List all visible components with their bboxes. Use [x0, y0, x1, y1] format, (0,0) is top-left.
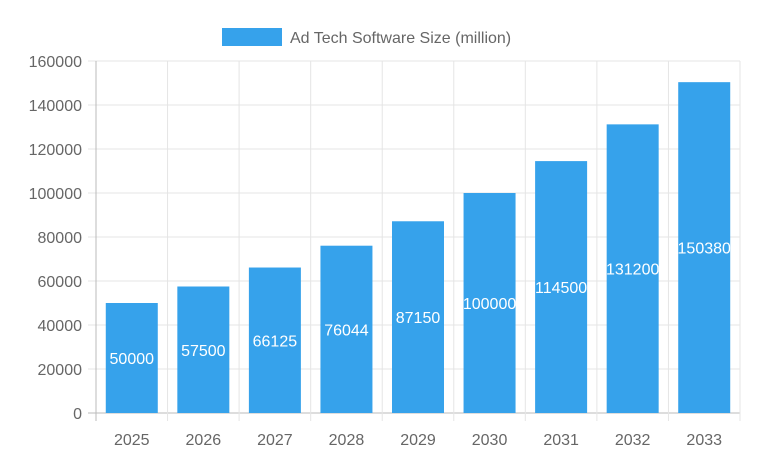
data-label: 100000: [463, 296, 516, 313]
bar-2029[interactable]: [392, 221, 444, 413]
legend-label: Ad Tech Software Size (million): [290, 30, 511, 47]
y-tick-label: 40000: [38, 318, 83, 335]
x-tick-label: 2030: [472, 432, 508, 449]
data-label: 66125: [253, 333, 298, 350]
y-tick-label: 120000: [29, 142, 82, 159]
x-tick-label: 2029: [400, 432, 436, 449]
bar-2033[interactable]: [678, 82, 731, 413]
legend[interactable]: Ad Tech Software Size (million): [222, 28, 511, 47]
data-label: 150380: [678, 241, 731, 258]
y-tick-label: 160000: [29, 54, 82, 71]
x-tick-label: 2028: [329, 432, 365, 449]
y-tick-label: 0: [73, 406, 82, 423]
x-tick-label: 2032: [615, 432, 651, 449]
data-label: 50000: [110, 351, 155, 368]
x-tick-label: 2033: [686, 432, 722, 449]
data-label: 57500: [181, 343, 226, 360]
x-tick-label: 2025: [114, 432, 150, 449]
bar-2031[interactable]: [535, 161, 588, 413]
y-tick-label: 80000: [38, 230, 83, 247]
bar-2026[interactable]: [177, 286, 230, 414]
data-label: 76044: [324, 322, 369, 339]
data-label: 87150: [396, 310, 441, 327]
bar-2030[interactable]: [463, 193, 516, 413]
bar-2025[interactable]: [105, 303, 158, 413]
y-tick-label: 100000: [29, 186, 82, 203]
x-tick-label: 2026: [186, 432, 222, 449]
data-label: 131200: [606, 262, 659, 279]
y-tick-label: 140000: [29, 98, 82, 115]
bar-2027[interactable]: [248, 267, 301, 413]
data-label: 114500: [535, 280, 587, 297]
legend-swatch: [222, 28, 282, 46]
x-tick-label: 2031: [543, 432, 579, 449]
y-tick-label: 60000: [38, 274, 83, 291]
x-tick-label: 2027: [257, 432, 293, 449]
y-tick-label: 20000: [38, 362, 83, 379]
bar-2032[interactable]: [606, 124, 659, 414]
bar-2028[interactable]: [320, 245, 373, 413]
